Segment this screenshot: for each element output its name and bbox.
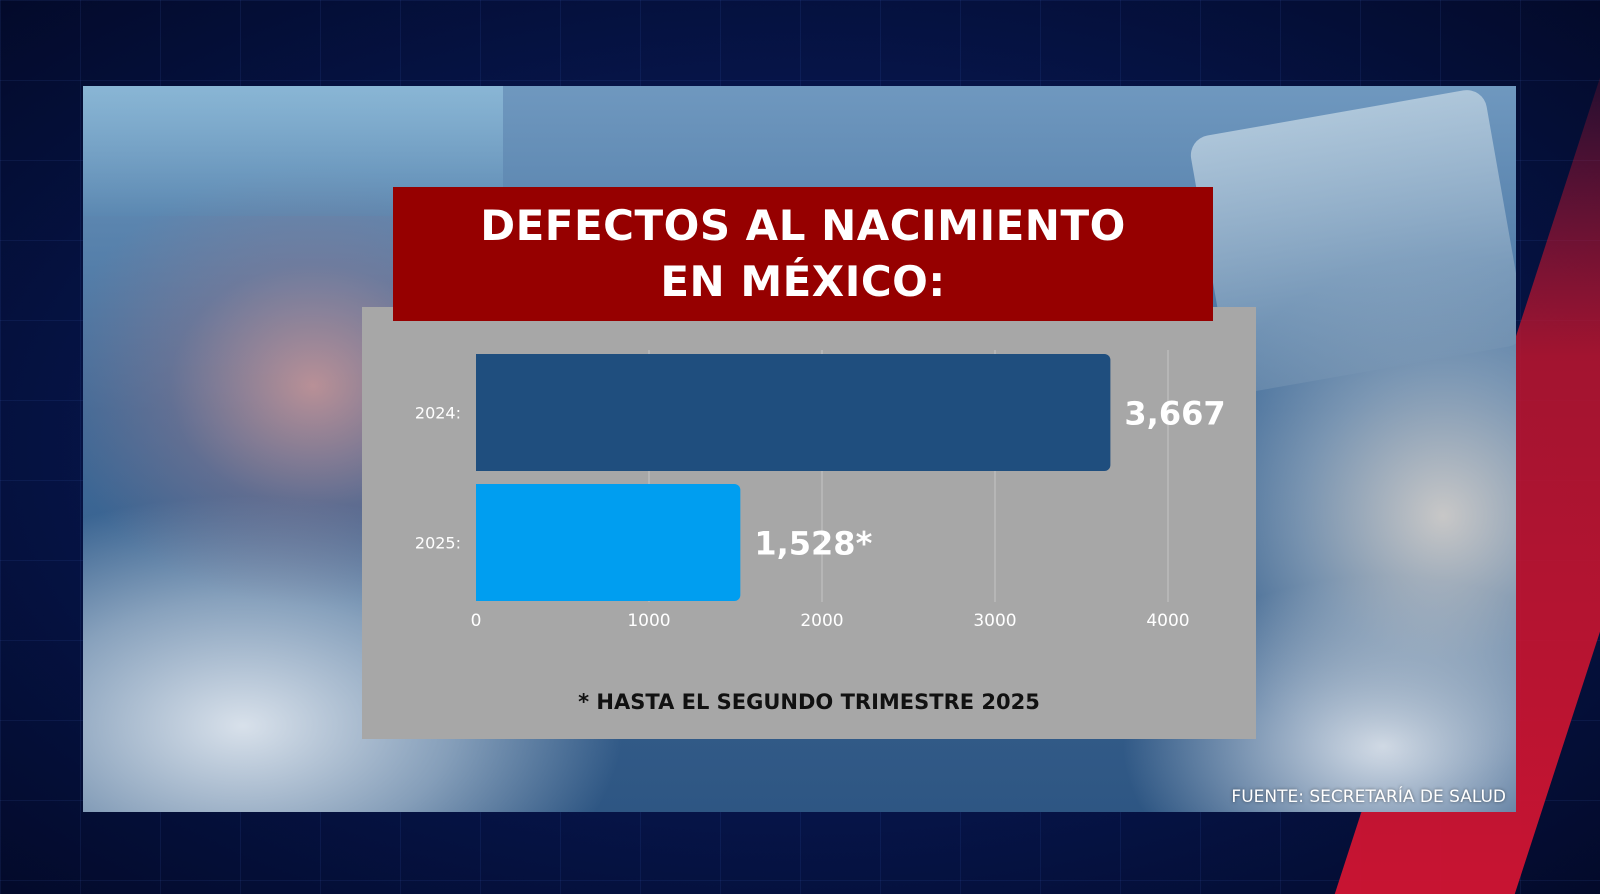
x-tick-label-4000: 4000 <box>1146 611 1189 631</box>
bar-2024 <box>476 354 1111 471</box>
source-credit: FUENTE: SECRETARÍA DE SALUD <box>1231 787 1506 807</box>
chart-footnote: * HASTA EL SEGUNDO TRIMESTRE 2025 <box>578 690 1040 714</box>
bar-edge-2024 <box>476 354 486 471</box>
value-label-2025: 1,528* <box>754 525 872 563</box>
chart-title: DEFECTOS AL NACIMIENTO EN MÉXICO: <box>393 187 1213 321</box>
category-label-2025: 2025: <box>415 534 461 553</box>
value-label-2024: 3,667 <box>1124 395 1225 433</box>
bar-edge-2025 <box>476 484 486 601</box>
chart-title-line-1: DEFECTOS AL NACIMIENTO <box>480 201 1126 250</box>
x-tick-label-1000: 1000 <box>627 611 670 631</box>
chart-title-line-2: EN MÉXICO: <box>660 257 946 306</box>
x-tick-label-3000: 3000 <box>973 611 1016 631</box>
x-tick-label-0: 0 <box>471 611 482 631</box>
category-label-2024: 2024: <box>415 404 461 423</box>
x-tick-label-2000: 2000 <box>800 611 843 631</box>
bar-2025 <box>476 484 741 601</box>
